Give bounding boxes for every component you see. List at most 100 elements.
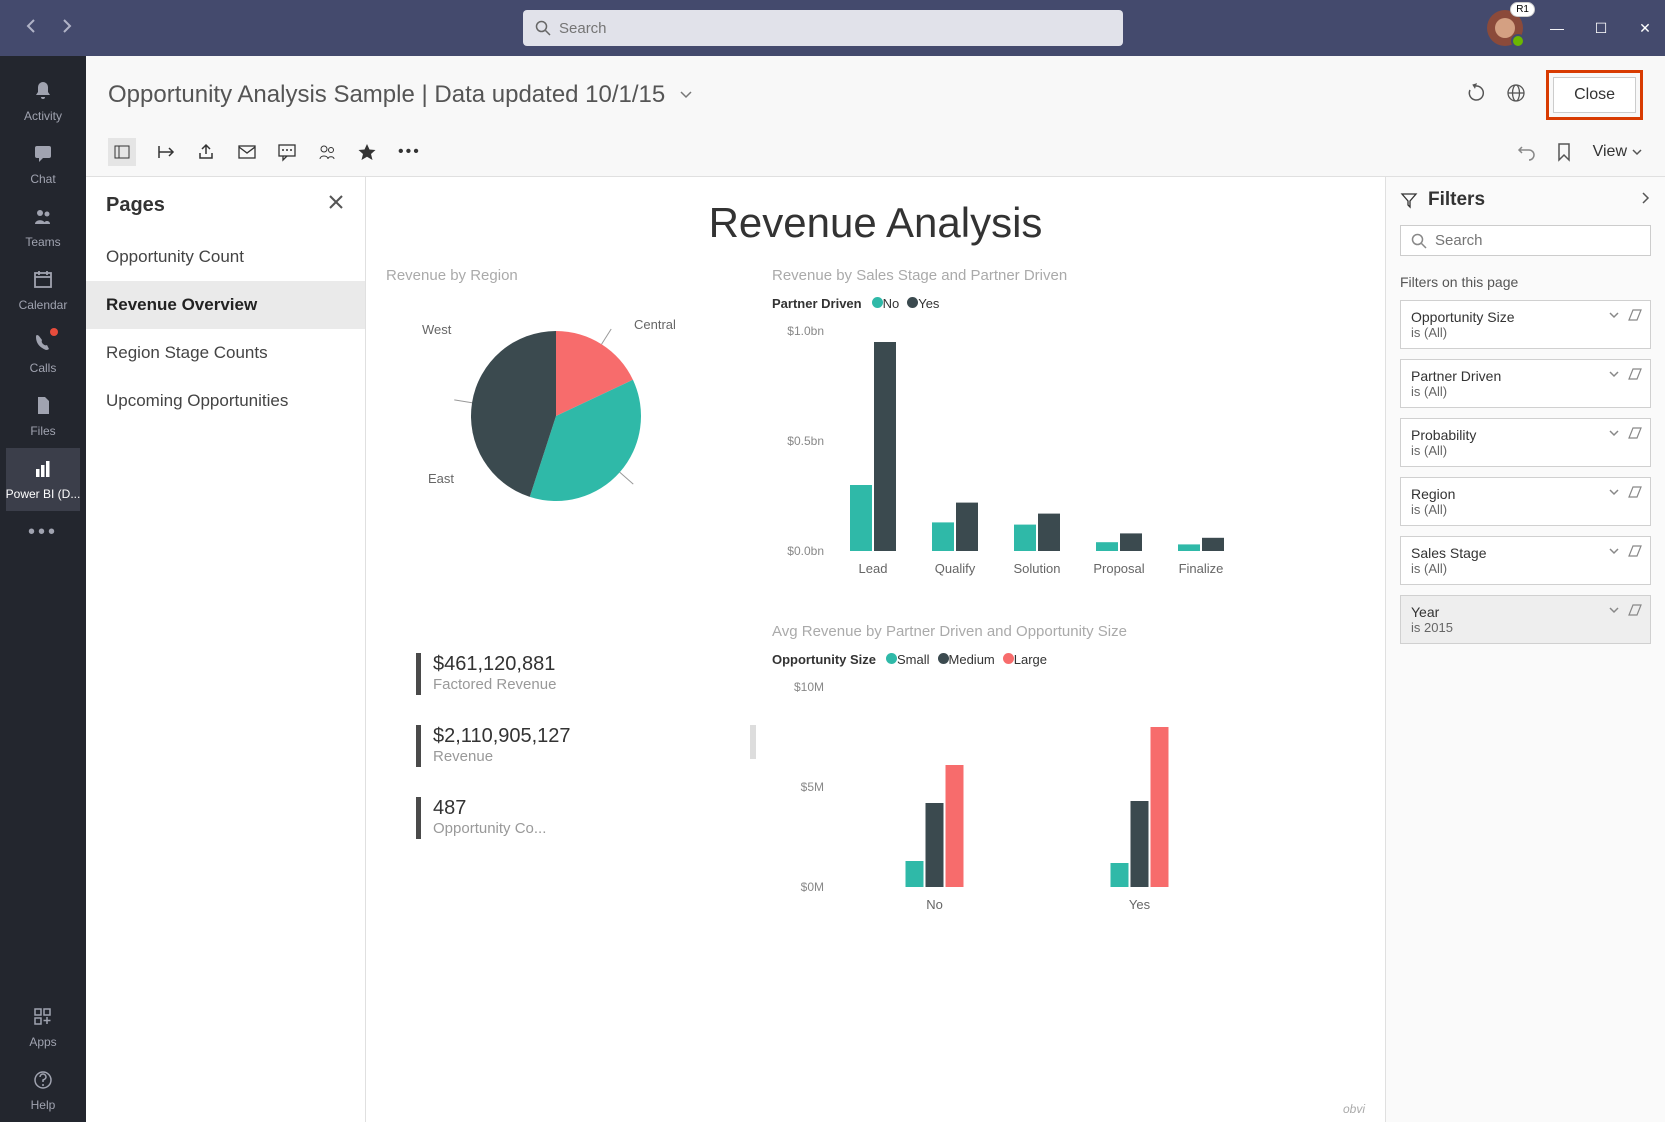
comment-icon[interactable] — [278, 144, 296, 160]
svg-text:$10M: $10M — [794, 680, 824, 694]
chevron-down-icon[interactable] — [1608, 309, 1620, 321]
nav-apps[interactable]: Apps — [29, 996, 56, 1059]
filters-expand-icon[interactable] — [1639, 189, 1651, 211]
nav-teams[interactable]: Teams — [6, 196, 81, 259]
avatar[interactable]: R1 — [1487, 10, 1523, 46]
svg-text:Solution: Solution — [1014, 561, 1061, 576]
pie-title: Revenue by Region — [386, 267, 756, 284]
filter-card[interactable]: Partner Driven is (All) — [1400, 359, 1651, 408]
bar2-title: Avg Revenue by Partner Driven and Opport… — [772, 623, 1365, 640]
pages-title: Pages — [106, 194, 165, 217]
nav-chat[interactable]: Chat — [6, 133, 81, 196]
search-box[interactable] — [523, 10, 1123, 46]
page-item[interactable]: Opportunity Count — [86, 233, 365, 281]
chevron-down-icon[interactable] — [1608, 427, 1620, 439]
pie-chart[interactable]: Revenue by Region West Central East — [386, 267, 756, 607]
svg-text:$5M: $5M — [801, 780, 824, 794]
teams-share-icon[interactable] — [318, 144, 336, 160]
filter-card[interactable]: Opportunity Size is (All) — [1400, 300, 1651, 349]
bookmark-icon[interactable] — [1557, 143, 1571, 161]
filter-section-title: Filters on this page — [1400, 274, 1651, 290]
eraser-icon[interactable] — [1628, 368, 1642, 380]
nav-activity[interactable]: Activity — [6, 70, 81, 133]
toolbar: ••• View — [86, 128, 1665, 176]
pie-label-east: East — [428, 471, 454, 486]
apps-icon — [32, 1006, 54, 1031]
filter-search-input[interactable] — [1435, 232, 1640, 249]
bar-chart-2[interactable]: Avg Revenue by Partner Driven and Opport… — [772, 623, 1365, 1102]
eraser-icon[interactable] — [1628, 309, 1642, 321]
avatar-badge: R1 — [1510, 2, 1535, 17]
view-dropdown[interactable]: View — [1593, 143, 1643, 161]
pie-label-central: Central — [634, 317, 676, 332]
nav-forward[interactable] — [59, 19, 73, 38]
report-header: Opportunity Analysis Sample | Data updat… — [86, 56, 1665, 120]
pages-panel: Pages Opportunity CountRevenue OverviewR… — [86, 177, 366, 1122]
eraser-icon[interactable] — [1628, 604, 1642, 616]
page-item[interactable]: Region Stage Counts — [86, 329, 365, 377]
nav-back[interactable] — [25, 19, 39, 38]
svg-text:No: No — [926, 897, 943, 912]
svg-text:$1.0bn: $1.0bn — [787, 324, 824, 338]
phone-icon — [32, 332, 54, 357]
left-nav: ActivityChatTeamsCalendarCallsFilesPower… — [0, 56, 86, 1122]
search-input[interactable] — [559, 20, 1111, 37]
help-icon — [32, 1069, 54, 1094]
svg-text:$0M: $0M — [801, 880, 824, 894]
nav-calendar[interactable]: Calendar — [6, 259, 81, 322]
eraser-icon[interactable] — [1628, 545, 1642, 557]
kpi-area: $461,120,881Factored Revenue $2,110,905,1… — [386, 623, 756, 1102]
filter-icon — [1400, 191, 1418, 209]
nav-calls[interactable]: Calls — [6, 322, 81, 385]
chevron-down-icon[interactable] — [1608, 486, 1620, 498]
nav-help[interactable]: Help — [29, 1059, 56, 1122]
bell-icon — [32, 80, 54, 105]
search-icon — [1411, 233, 1427, 249]
close-button[interactable]: Close — [1553, 77, 1636, 113]
filters-title: Filters — [1428, 189, 1485, 211]
filter-card[interactable]: Sales Stage is (All) — [1400, 536, 1651, 585]
report-main-title: Revenue Analysis — [386, 199, 1365, 247]
chevron-down-icon[interactable] — [1608, 604, 1620, 616]
file-icon — [32, 395, 54, 420]
svg-text:Proposal: Proposal — [1093, 561, 1144, 576]
share-icon[interactable] — [198, 144, 216, 160]
pane-toggle-button[interactable] — [108, 138, 136, 166]
filter-search[interactable] — [1400, 225, 1651, 256]
close-window-button[interactable]: ✕ — [1635, 20, 1655, 37]
globe-icon[interactable] — [1506, 83, 1526, 108]
nav-files[interactable]: Files — [6, 385, 81, 448]
chevron-down-icon[interactable] — [1608, 368, 1620, 380]
refresh-icon[interactable] — [1466, 83, 1486, 108]
chevron-down-icon[interactable] — [678, 86, 694, 102]
minimize-button[interactable]: — — [1547, 20, 1567, 36]
favorite-icon[interactable] — [358, 143, 376, 161]
svg-text:Finalize: Finalize — [1179, 561, 1224, 576]
kpi-card[interactable]: $2,110,905,127Revenue — [416, 725, 756, 767]
export-icon[interactable] — [158, 144, 176, 160]
kpi-card[interactable]: $461,120,881Factored Revenue — [416, 653, 756, 695]
filter-card[interactable]: Region is (All) — [1400, 477, 1651, 526]
more-button[interactable]: ••• — [0, 511, 86, 554]
filter-card[interactable]: Year is 2015 — [1400, 595, 1651, 644]
page-item[interactable]: Upcoming Opportunities — [86, 377, 365, 425]
bar-chart-1[interactable]: Revenue by Sales Stage and Partner Drive… — [772, 267, 1365, 607]
report-title-bar: Opportunity Analysis Sample | Data updat… — [108, 81, 694, 109]
powerbi-icon — [32, 458, 54, 483]
filter-card[interactable]: Probability is (All) — [1400, 418, 1651, 467]
maximize-button[interactable]: ☐ — [1591, 20, 1611, 37]
page-item[interactable]: Revenue Overview — [86, 281, 365, 329]
nav-powerbid[interactable]: Power BI (D... — [6, 448, 81, 511]
chat-icon — [32, 143, 54, 168]
eraser-icon[interactable] — [1628, 486, 1642, 498]
pages-close-icon[interactable] — [327, 193, 345, 217]
search-icon — [535, 20, 551, 36]
more-icon[interactable]: ••• — [398, 143, 421, 161]
pie-label-west: West — [422, 322, 451, 337]
mail-icon[interactable] — [238, 145, 256, 159]
calendar-icon — [32, 269, 54, 294]
chevron-down-icon[interactable] — [1608, 545, 1620, 557]
eraser-icon[interactable] — [1628, 427, 1642, 439]
kpi-card[interactable]: 487Opportunity Co... — [416, 797, 756, 839]
undo-icon[interactable] — [1517, 143, 1535, 161]
